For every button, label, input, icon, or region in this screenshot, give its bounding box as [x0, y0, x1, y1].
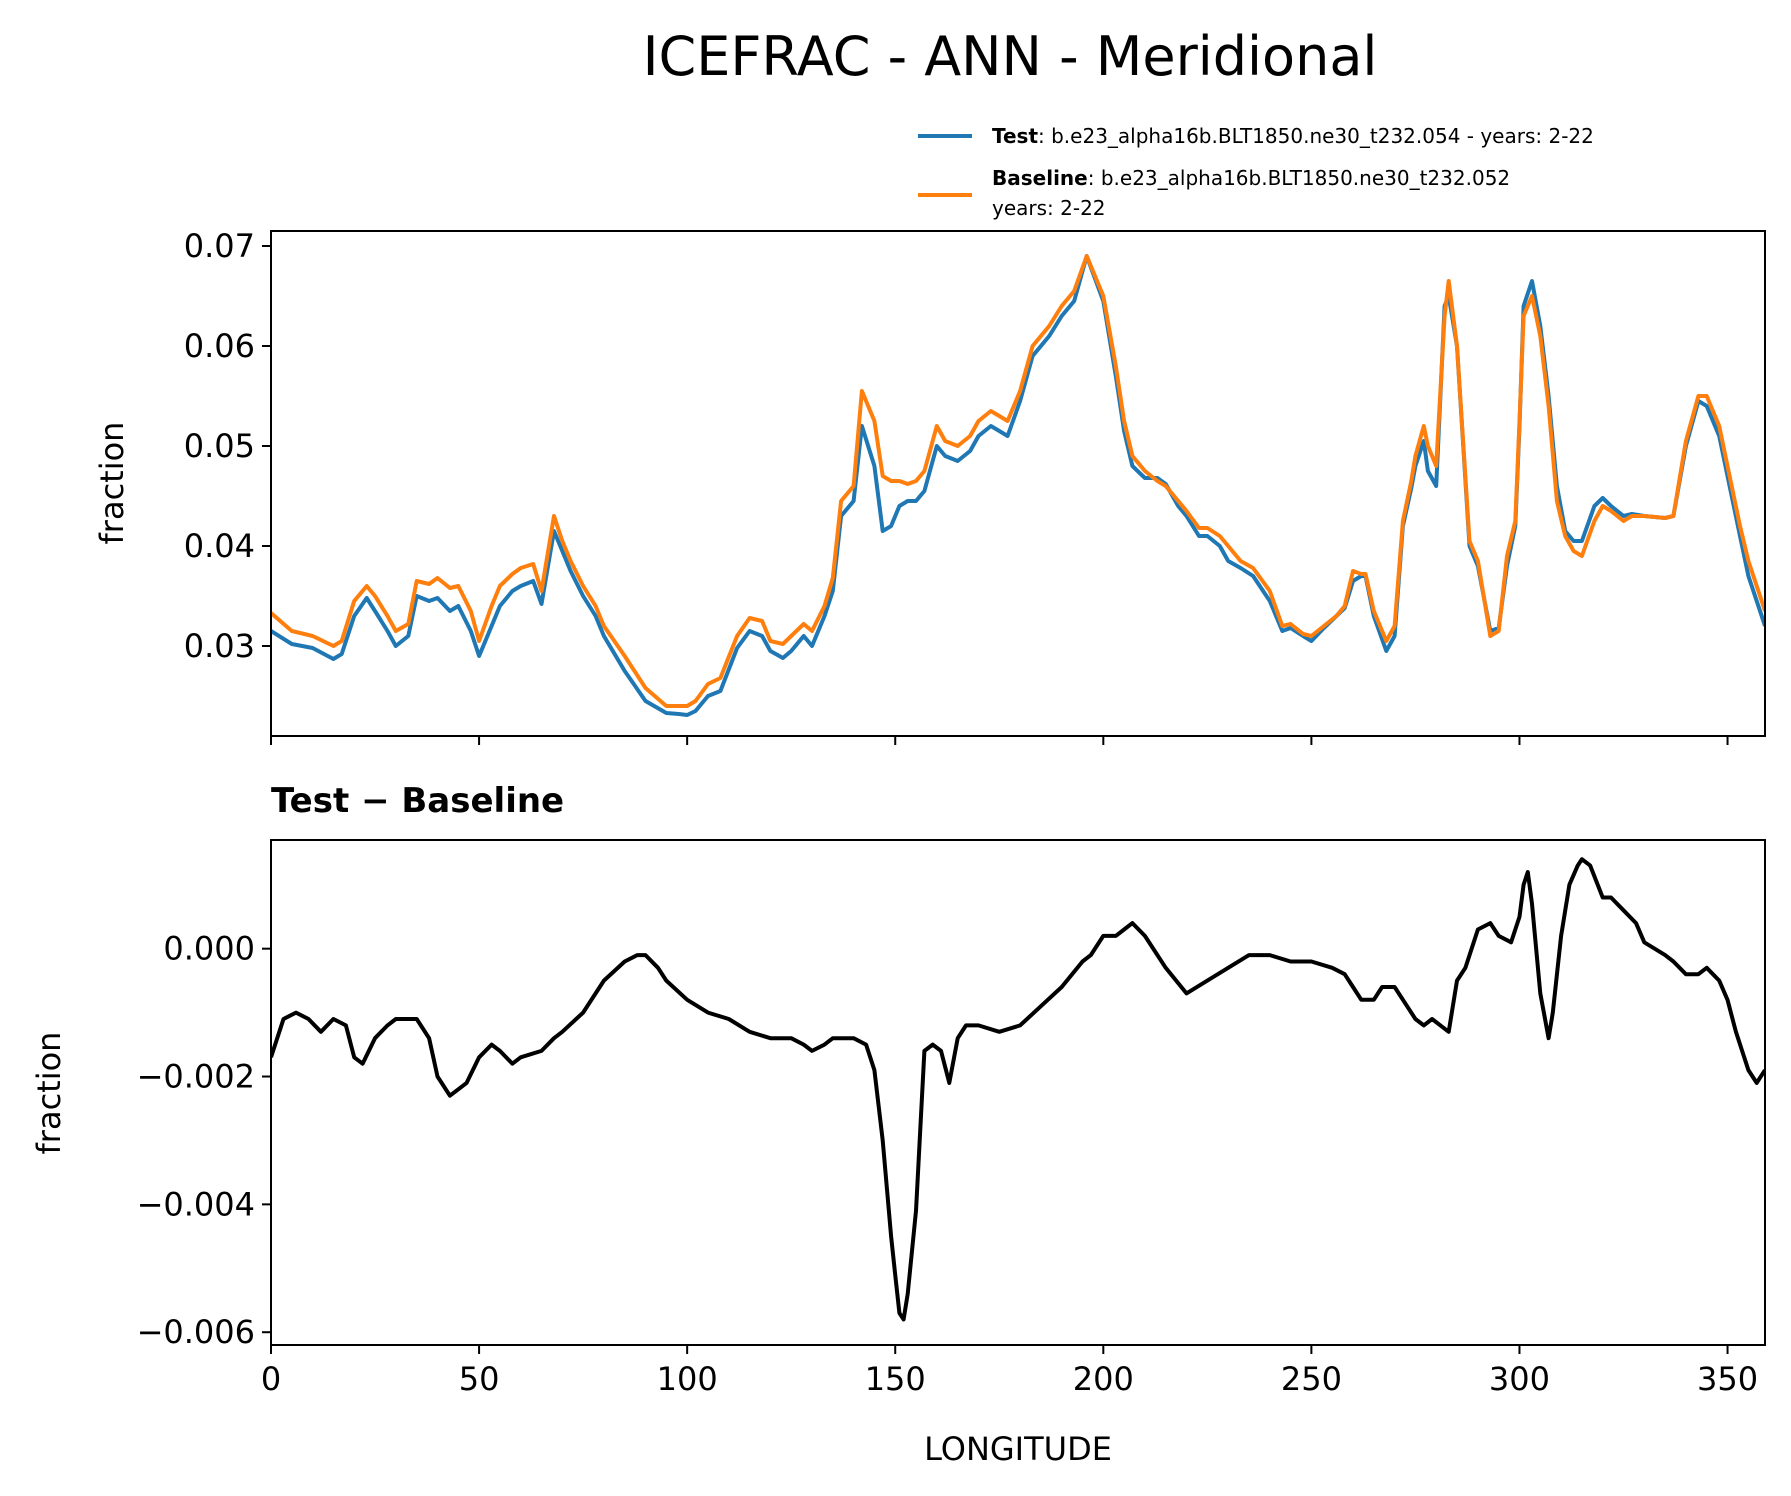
bottom-ytick-label: −0.002 — [137, 1058, 255, 1096]
bottom-xticks: 0 50 100 150 200 250 300 350 — [261, 1345, 1758, 1398]
bottom-series-test-baseline-line — [271, 857, 1765, 1322]
bottom-plot-frame — [270, 839, 1766, 1346]
top-plot-frame — [270, 230, 1766, 737]
bottom-yticks: −0.006 −0.004 −0.002 0.000 — [137, 930, 271, 1351]
bottom-ytick-label: 0.000 — [163, 930, 255, 968]
top-xticks — [270, 736, 1729, 745]
legend-test-label: Test: b.e23_alpha16b.BLT1850.ne30_t232.0… — [992, 124, 1594, 148]
top-series-baseline-line — [271, 254, 1765, 708]
top-ytick-label: 0.03 — [184, 627, 255, 665]
bottom-xlabel: LONGITUDE — [924, 1430, 1112, 1468]
bottom-xtick-label: 50 — [459, 1360, 500, 1398]
top-ytick-label: 0.04 — [184, 527, 255, 565]
bottom-panel-title: Test − Baseline — [271, 781, 564, 821]
bottom-ytick-label: −0.006 — [137, 1313, 255, 1351]
top-ytick-label: 0.05 — [184, 427, 255, 465]
top-series-group — [271, 254, 1765, 717]
bottom-xtick-label: 0 — [261, 1360, 281, 1398]
top-ygrid-ticks: 0.03 0.04 0.05 0.06 0.07 — [184, 227, 271, 665]
legend-baseline-text: : b.e23_alpha16b.BLT1850.ne30_t232.052 — [1088, 166, 1510, 190]
top-panel: 0.03 0.04 0.05 0.06 0.07 fraction — [93, 227, 1766, 745]
bottom-xtick-label: 300 — [1489, 1360, 1550, 1398]
bottom-series-group — [271, 857, 1765, 1322]
bottom-ylabel: fraction — [30, 1032, 68, 1155]
top-ylabel: fraction — [93, 422, 131, 545]
legend-baseline-label: Baseline: b.e23_alpha16b.BLT1850.ne30_t2… — [992, 166, 1510, 190]
top-ytick-label: 0.06 — [184, 327, 255, 365]
legend-baseline-bold: Baseline — [992, 166, 1088, 190]
bottom-ytick-label: −0.004 — [137, 1185, 255, 1223]
legend: Test: b.e23_alpha16b.BLT1850.ne30_t232.0… — [918, 124, 1594, 220]
bottom-xtick-label: 100 — [657, 1360, 718, 1398]
figure-title: ICEFRAC - ANN - Meridional — [643, 25, 1378, 88]
legend-test-text: : b.e23_alpha16b.BLT1850.ne30_t232.054 -… — [1038, 124, 1594, 148]
bottom-xtick-label: 150 — [865, 1360, 926, 1398]
top-ytick-label: 0.07 — [184, 227, 255, 265]
bottom-panel: Test − Baseline −0.006−0.004−0.0020.000 … — [30, 781, 1766, 1468]
legend-test-bold: Test — [992, 124, 1038, 148]
legend-baseline-label-line2: years: 2-22 — [992, 196, 1106, 220]
bottom-xtick-label: 350 — [1697, 1360, 1758, 1398]
bottom-xtick-label: 200 — [1073, 1360, 1134, 1398]
bottom-xtick-label: 250 — [1281, 1360, 1342, 1398]
